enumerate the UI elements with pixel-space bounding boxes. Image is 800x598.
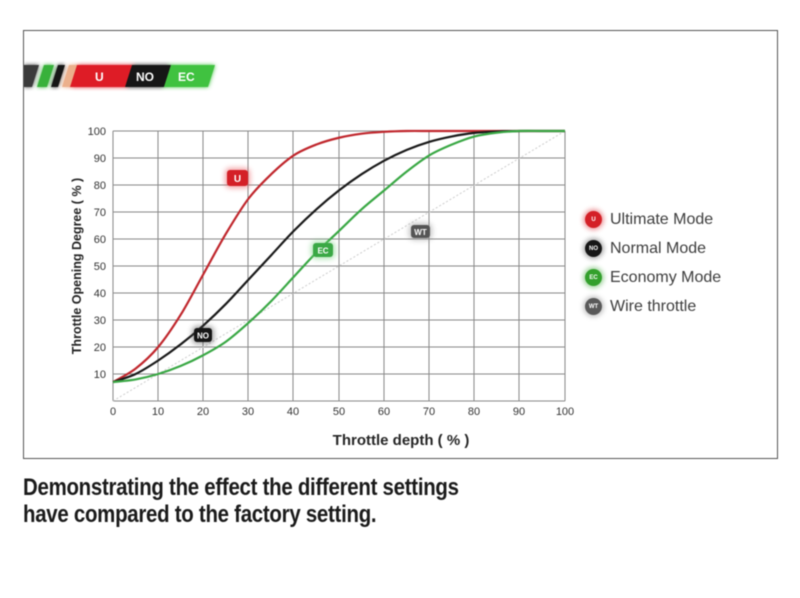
svg-text:70: 70 xyxy=(423,406,435,418)
svg-text:30: 30 xyxy=(242,406,254,418)
svg-text:10: 10 xyxy=(94,369,106,381)
svg-text:60: 60 xyxy=(378,406,390,418)
svg-text:20: 20 xyxy=(197,406,209,418)
svg-text:WT: WT xyxy=(414,228,427,237)
svg-text:20: 20 xyxy=(94,342,106,354)
svg-text:40: 40 xyxy=(94,288,106,300)
svg-text:100: 100 xyxy=(556,406,574,418)
svg-text:U: U xyxy=(234,174,241,185)
svg-text:90: 90 xyxy=(513,406,525,418)
svg-text:80: 80 xyxy=(468,406,480,418)
svg-text:EC: EC xyxy=(317,247,328,256)
svg-text:NO: NO xyxy=(197,332,209,341)
svg-text:Throttle Opening Degree ( % ): Throttle Opening Degree ( % ) xyxy=(70,178,84,354)
svg-text:40: 40 xyxy=(287,406,299,418)
svg-text:0: 0 xyxy=(110,406,116,418)
svg-text:50: 50 xyxy=(333,406,345,418)
svg-text:60: 60 xyxy=(94,234,106,246)
svg-text:30: 30 xyxy=(94,315,106,327)
svg-text:50: 50 xyxy=(94,261,106,273)
svg-text:U: U xyxy=(95,70,104,84)
svg-text:90: 90 xyxy=(94,153,106,165)
svg-text:80: 80 xyxy=(94,180,106,192)
svg-text:10: 10 xyxy=(152,406,164,418)
svg-text:70: 70 xyxy=(94,207,106,219)
svg-text:EC: EC xyxy=(178,70,195,84)
svg-text:Throttle depth ( % ): Throttle depth ( % ) xyxy=(333,432,470,449)
svg-text:NO: NO xyxy=(136,70,154,84)
svg-text:100: 100 xyxy=(88,126,106,138)
